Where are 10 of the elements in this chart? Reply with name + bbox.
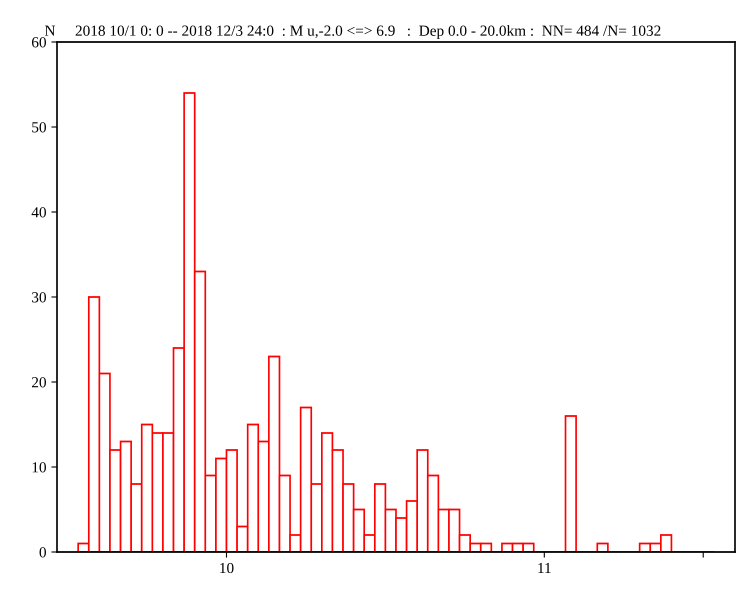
y-tick-label: 60 — [32, 37, 46, 48]
x-tick-label: 11 — [538, 562, 551, 574]
y-tick-label: 40 — [32, 207, 46, 218]
y-tick-label: 30 — [32, 292, 46, 302]
y-tick-label: 0 — [40, 547, 46, 558]
y-tick-label: 20 — [32, 377, 46, 388]
y-tick-label: 10 — [32, 462, 46, 472]
chart-title: 2018 10/1 0: 0 -- 2018 12/3 24:0 : M u,-2.0 <=> 6.9 : Dep 0.0 - 20.0km : NN= 484 /N= 1032 — [76, 25, 660, 39]
y-axis-title: N — [44, 26, 56, 36]
y-tick-label: 50 — [32, 122, 46, 132]
